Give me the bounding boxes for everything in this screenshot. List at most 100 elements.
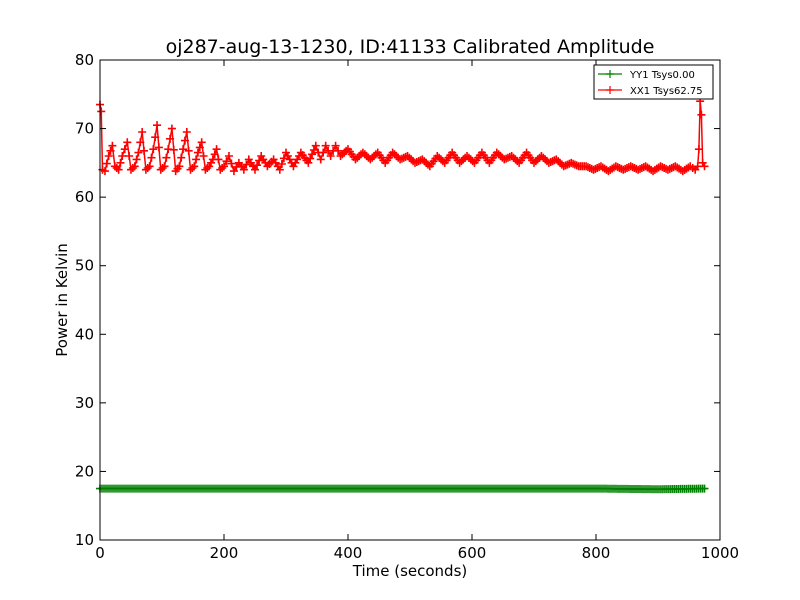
data-point-marker xyxy=(277,160,286,168)
data-point-marker xyxy=(125,152,134,160)
data-point-marker xyxy=(569,159,578,168)
data-point-marker xyxy=(255,156,264,165)
data-point-marker xyxy=(102,159,111,168)
data-point-marker xyxy=(145,162,154,171)
legend-label: XX1 Tsys62.75 xyxy=(630,86,703,97)
legend-swatch-marker xyxy=(606,70,614,78)
x-tick-label: 600 xyxy=(458,544,487,562)
data-point-marker xyxy=(162,153,171,162)
data-point-marker xyxy=(210,150,219,159)
data-point-marker xyxy=(423,160,432,169)
data-point-marker xyxy=(193,148,202,157)
data-point-marker xyxy=(229,167,238,176)
data-point-marker xyxy=(214,155,223,164)
data-point-marker xyxy=(182,128,191,136)
data-point-marker xyxy=(227,159,236,168)
legend-entry: XX1 Tsys62.75 xyxy=(598,86,703,97)
data-point-marker xyxy=(660,164,669,172)
chart-title: oj287-aug-13-1230, ID:41133 Calibrated A… xyxy=(166,36,655,58)
data-point-marker xyxy=(188,164,197,172)
data-point-marker xyxy=(561,161,570,170)
data-point-marker xyxy=(203,164,212,172)
data-point-marker xyxy=(396,155,405,164)
y-tick-label: 30 xyxy=(75,394,94,412)
data-point-marker xyxy=(656,162,665,171)
data-point-marker xyxy=(147,153,156,162)
data-point-marker xyxy=(401,152,410,161)
data-point-marker xyxy=(212,145,221,154)
data-point-marker xyxy=(412,158,421,166)
data-point-marker xyxy=(143,164,152,172)
data-point-marker xyxy=(570,160,579,169)
data-point-marker xyxy=(136,138,145,147)
data-point-marker xyxy=(180,136,189,145)
data-point-marker xyxy=(505,152,514,161)
data-point-marker xyxy=(546,158,555,166)
data-point-marker xyxy=(630,164,639,172)
data-point-marker xyxy=(251,165,259,174)
legend-box xyxy=(593,64,714,100)
data-point-marker xyxy=(326,152,335,160)
data-point-marker xyxy=(658,163,667,172)
data-point-marker xyxy=(582,162,591,171)
data-point-marker xyxy=(410,158,419,167)
legend-swatch-marker xyxy=(606,86,614,94)
data-point-marker xyxy=(589,165,598,174)
y-axis-label: Power in Kelvin xyxy=(53,243,71,357)
data-point-marker xyxy=(331,141,340,150)
x-axis: 0 200 400 600 800 1000 xyxy=(95,60,739,562)
data-point-marker xyxy=(615,164,624,172)
data-point-marker xyxy=(628,163,637,172)
data-point-marker xyxy=(130,162,139,171)
data-point-marker xyxy=(700,162,709,171)
data-point-marker xyxy=(544,158,553,167)
data-point-marker xyxy=(626,162,635,171)
data-point-marker xyxy=(177,153,186,162)
data-point-marker xyxy=(149,145,158,154)
plot-area xyxy=(100,60,720,540)
data-point-marker xyxy=(154,143,163,152)
data-point-marker xyxy=(397,154,406,163)
data-point-marker xyxy=(190,162,199,171)
series-1 xyxy=(96,97,709,176)
data-point-marker xyxy=(308,150,317,159)
data-point-marker xyxy=(636,164,645,173)
data-point-marker xyxy=(239,165,248,174)
data-point-marker xyxy=(665,164,674,173)
data-point-marker xyxy=(197,138,206,147)
data-point-marker xyxy=(97,107,106,116)
data-point-marker xyxy=(114,165,123,174)
data-point-marker xyxy=(572,161,581,170)
data-point-marker xyxy=(513,157,522,166)
data-point-marker xyxy=(309,146,318,154)
data-point-marker xyxy=(184,146,193,155)
data-point-marker xyxy=(104,152,113,160)
data-point-marker xyxy=(438,157,447,166)
x-tick-label: 800 xyxy=(582,544,611,562)
data-point-marker xyxy=(613,163,622,172)
data-point-marker xyxy=(192,155,201,164)
data-point-marker xyxy=(166,134,175,143)
data-point-marker xyxy=(138,128,147,136)
y-tick-label: 80 xyxy=(75,51,94,69)
data-point-marker xyxy=(220,162,228,171)
y-tick-label: 70 xyxy=(75,120,94,138)
series-layer xyxy=(96,97,709,494)
data-point-marker xyxy=(167,124,176,133)
data-point-marker xyxy=(116,158,125,167)
data-point-marker xyxy=(134,148,143,157)
data-point-marker xyxy=(559,162,568,171)
data-point-marker xyxy=(694,145,703,154)
data-point-marker xyxy=(195,143,204,152)
data-point-marker xyxy=(275,165,284,174)
data-point-marker xyxy=(160,162,169,171)
data-point-marker xyxy=(693,162,702,171)
x-tick-label: 0 xyxy=(95,544,105,562)
data-point-marker xyxy=(132,155,141,164)
data-point-marker xyxy=(218,164,227,172)
data-point-marker xyxy=(334,146,343,155)
data-point-marker xyxy=(242,160,251,169)
data-point-marker xyxy=(100,167,109,176)
data-point-marker xyxy=(118,152,127,160)
